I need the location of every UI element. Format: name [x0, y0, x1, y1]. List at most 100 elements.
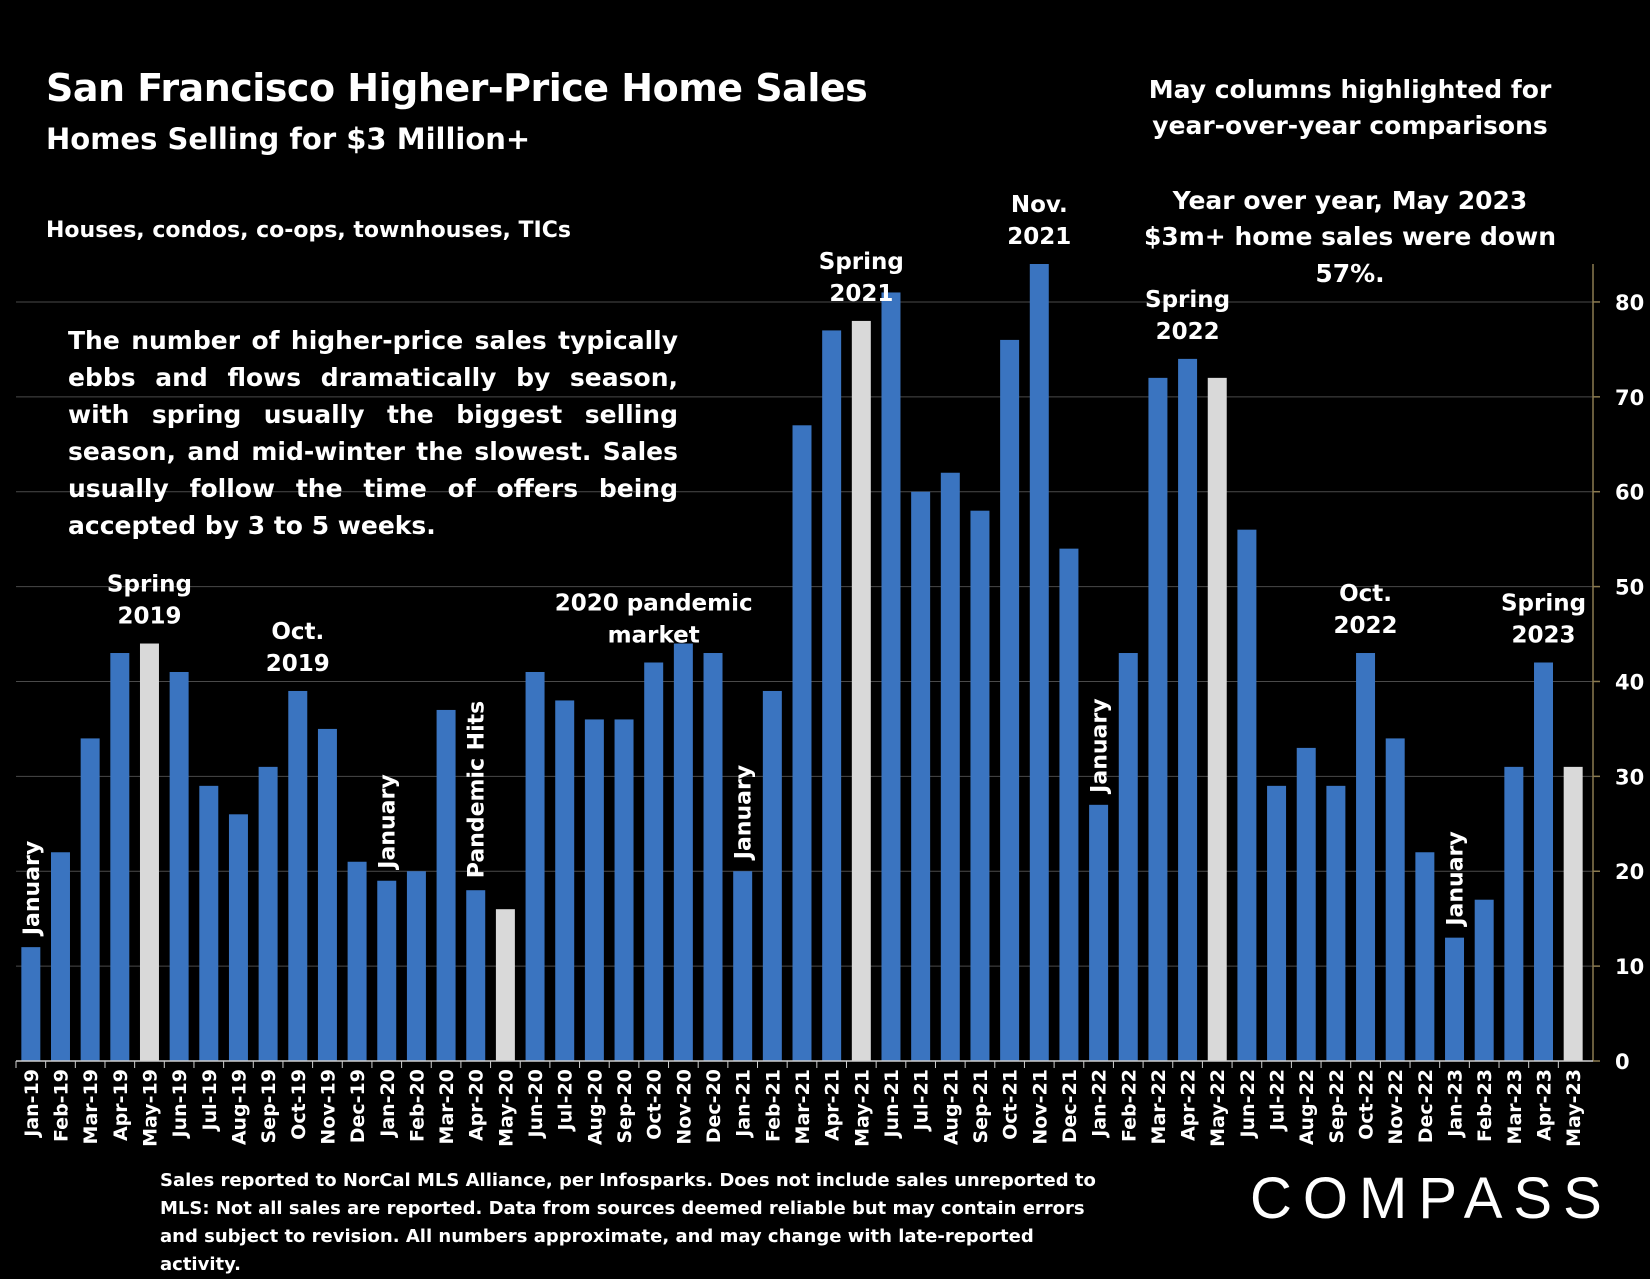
x-tick-label: May-19 — [139, 1069, 161, 1147]
x-tick-label: Feb-21 — [762, 1069, 784, 1142]
y-tick-label: 60 — [1615, 481, 1644, 505]
x-tick-label: Jan-23 — [1445, 1069, 1467, 1139]
x-tick-label: Jun-20 — [525, 1069, 547, 1139]
bar — [1445, 937, 1465, 1061]
x-tick-label: Apr-21 — [822, 1069, 844, 1141]
bar — [169, 671, 189, 1061]
bar — [1089, 804, 1109, 1061]
may-highlight-note: May columns highlighted for year-over-ye… — [1148, 75, 1552, 141]
annotation-label: Oct. — [1339, 581, 1392, 607]
annotation-label: 2022 — [1156, 319, 1220, 345]
bar — [110, 653, 130, 1061]
x-tick-label: May-21 — [851, 1069, 873, 1147]
x-tick-label: Jan-21 — [733, 1069, 755, 1139]
bar — [1385, 738, 1405, 1061]
x-tick-label: Apr-23 — [1534, 1069, 1556, 1141]
x-tick-label: Mar-22 — [1148, 1069, 1170, 1144]
x-tick-label: Oct-21 — [1000, 1069, 1022, 1140]
x-tick-label: Sep-20 — [614, 1069, 636, 1144]
annotation-label: 2023 — [1512, 623, 1576, 649]
bar — [1148, 377, 1168, 1061]
bar — [881, 292, 901, 1061]
x-tick-label: Jun-19 — [169, 1069, 191, 1139]
annotation-label: Nov. — [1011, 192, 1068, 218]
y-tick-label: 50 — [1615, 576, 1644, 600]
x-tick-label: Sep-21 — [970, 1069, 992, 1144]
annotation-label: 2019 — [266, 651, 330, 677]
bar — [1237, 529, 1257, 1061]
axes: 0 10 20 30 40 50 60 70 80 Jan-19 Feb-19 Mar-19 Apr-1… — [15, 264, 1644, 1147]
bar — [822, 330, 842, 1062]
annotations: January Spring 2019 Oct. 2019 January Pandemic… — [20, 192, 1586, 937]
x-tick-label: Dec-19 — [347, 1069, 369, 1143]
x-tick-label: Jul-20 — [555, 1069, 577, 1132]
x-tick-label: Aug-20 — [584, 1069, 606, 1145]
bar — [1118, 653, 1138, 1061]
bar — [317, 728, 337, 1061]
compass-logo: COMPASS — [1250, 1166, 1613, 1231]
bar — [1267, 785, 1287, 1061]
bar — [21, 947, 41, 1061]
bars — [21, 264, 1583, 1062]
bar — [555, 700, 575, 1061]
bar — [733, 871, 753, 1061]
annotation-label: Spring — [1145, 287, 1230, 313]
bar — [199, 785, 219, 1061]
bar — [1296, 747, 1316, 1061]
x-tick-label: Mar-20 — [436, 1069, 458, 1144]
annotation-label: 2022 — [1334, 613, 1398, 639]
bar-highlighted — [495, 909, 515, 1061]
x-tick-label: Jul-19 — [199, 1069, 221, 1132]
bar — [258, 766, 278, 1061]
annotation-label: 2020 pandemic — [555, 591, 753, 617]
yoy-change-note: Year over year, May 2023 $3m+ home sales… — [1143, 186, 1557, 288]
bar — [377, 880, 397, 1061]
bar — [50, 852, 70, 1061]
bar — [347, 861, 367, 1061]
annotation-label: Pandemic Hits — [465, 701, 490, 878]
annotation-label: 2021 — [1007, 224, 1071, 250]
annotation-label: 2021 — [829, 281, 893, 307]
annotation-label: 2019 — [117, 604, 181, 630]
bar — [1534, 662, 1554, 1061]
x-tick-label: Feb-19 — [50, 1069, 72, 1142]
x-tick-label: Feb-22 — [1118, 1069, 1140, 1142]
x-tick-label: Mar-23 — [1504, 1069, 1526, 1144]
x-tick-label: Apr-22 — [1178, 1069, 1200, 1141]
bar — [1415, 852, 1435, 1061]
x-tick-label: Feb-20 — [406, 1069, 428, 1142]
x-tick-label: Dec-20 — [703, 1069, 725, 1143]
x-tick-label: Jun-21 — [881, 1069, 903, 1139]
bar — [1178, 358, 1198, 1061]
x-tick-label: May-20 — [495, 1069, 517, 1147]
x-tick-label: Jun-22 — [1237, 1069, 1259, 1139]
chart-title: San Francisco Higher-Price Home Sales — [46, 66, 868, 110]
bar — [1000, 339, 1020, 1061]
annotation-label: January — [1444, 831, 1469, 927]
annotation-label: Spring — [1501, 591, 1586, 617]
bar-highlighted — [1563, 766, 1583, 1061]
y-tick-label: 10 — [1615, 955, 1644, 979]
x-tick-label: Oct-22 — [1356, 1069, 1378, 1140]
x-tick-label: Jul-22 — [1267, 1069, 1289, 1132]
y-tick-label: 80 — [1615, 291, 1644, 315]
x-tick-label: Jan-19 — [21, 1069, 43, 1139]
bar — [1474, 899, 1494, 1061]
x-tick-label: Sep-22 — [1326, 1069, 1348, 1144]
chart-subtitle: Homes Selling for $3 Million+ — [46, 122, 531, 156]
y-tick-label: 0 — [1615, 1050, 1630, 1074]
y-tick-label: 70 — [1615, 386, 1644, 410]
x-tick-label: Nov-20 — [673, 1069, 695, 1145]
bar — [466, 890, 486, 1061]
x-tick-label: Nov-22 — [1385, 1069, 1407, 1145]
bar — [288, 690, 308, 1061]
annotation-label: January — [376, 774, 401, 870]
annotation-label: Spring — [819, 249, 904, 275]
bar — [1029, 264, 1049, 1061]
bar — [1356, 653, 1376, 1061]
bar — [703, 653, 723, 1061]
x-tick-label: Mar-19 — [80, 1069, 102, 1144]
y-tick-label: 20 — [1615, 860, 1644, 884]
x-tick-label: Jan-22 — [1089, 1069, 1111, 1139]
bar — [406, 871, 426, 1061]
